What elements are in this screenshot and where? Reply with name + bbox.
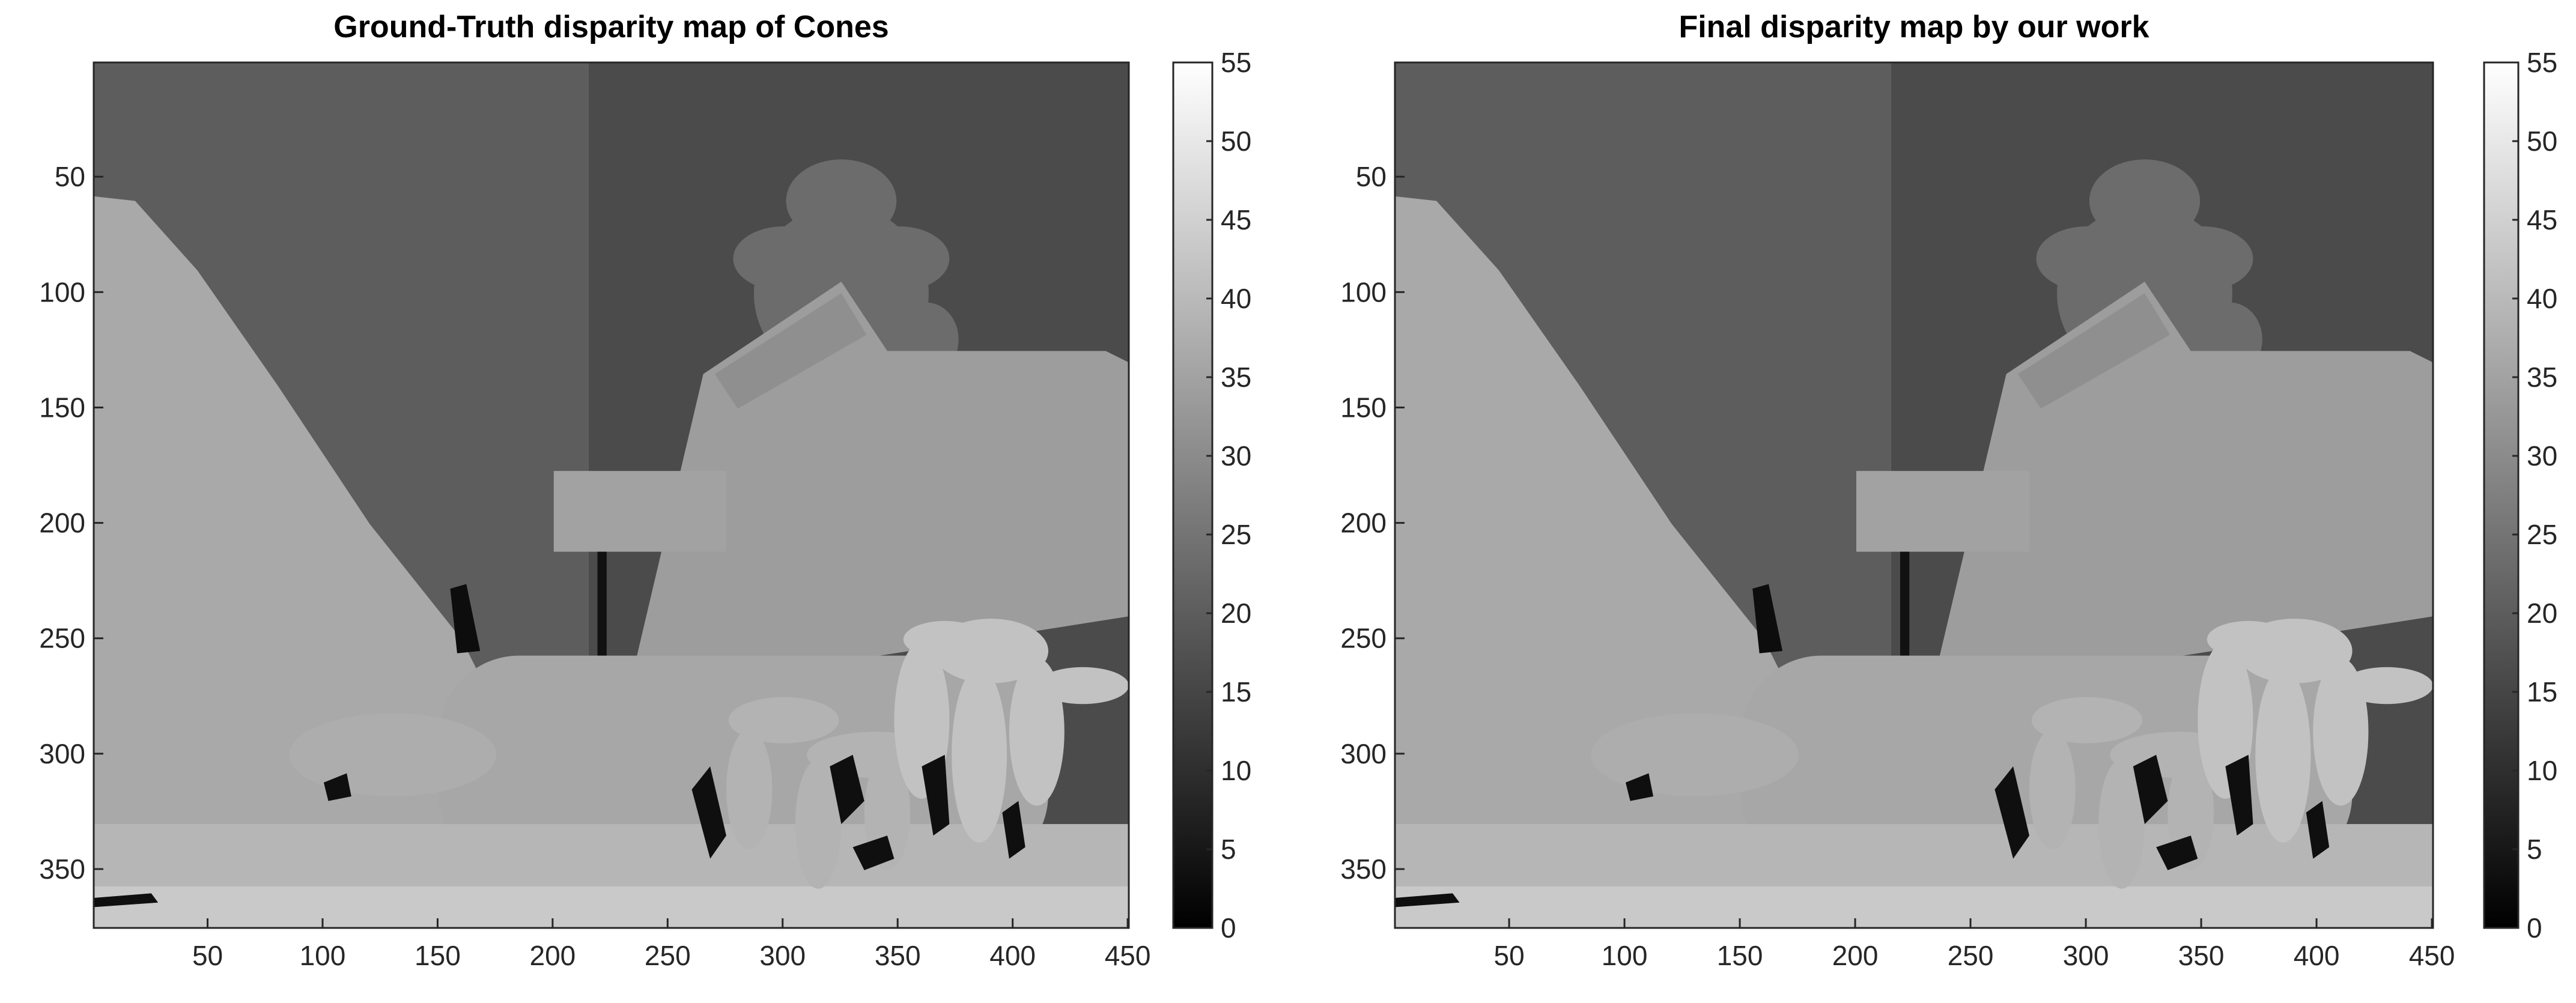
y-tick-label: 250 xyxy=(39,623,85,654)
colorbar-tick-label: 55 xyxy=(1221,47,1251,78)
colorbar xyxy=(1172,61,1214,929)
x-tick-label: 200 xyxy=(529,940,576,971)
colorbar-tick-label: 55 xyxy=(2527,47,2557,78)
colorbar-tick-label: 35 xyxy=(1221,362,1251,393)
x-tick-label: 250 xyxy=(1948,940,1994,971)
image-area xyxy=(1395,62,2433,928)
x-tick-label: 150 xyxy=(415,940,461,971)
colorbar-tick-label: 5 xyxy=(1221,834,1236,865)
x-tick-label: 400 xyxy=(2294,940,2340,971)
y-tick-label: 200 xyxy=(39,508,85,539)
colorbar-tick-label: 0 xyxy=(1221,912,1236,944)
x-tick-label: 450 xyxy=(1105,940,1151,971)
colorbar-tick-label: 15 xyxy=(2527,676,2557,708)
y-tick-label: 100 xyxy=(1340,276,1387,308)
y-tick-label: 150 xyxy=(39,392,85,423)
colorbar-tick-label: 20 xyxy=(1221,598,1251,629)
x-tick-label: 200 xyxy=(1832,940,1879,971)
y-tick-label: 350 xyxy=(39,853,85,885)
disparity-image xyxy=(94,62,1129,928)
x-tick-label: 50 xyxy=(192,940,223,971)
x-tick-label: 300 xyxy=(2063,940,2109,971)
colorbar-tick-label: 50 xyxy=(2527,126,2557,157)
chart-title: Ground-Truth disparity map of Cones xyxy=(333,10,889,44)
y-tick-label: 300 xyxy=(1340,738,1387,769)
colorbar-tick-label: 15 xyxy=(1221,676,1251,708)
colorbar-tick-label: 10 xyxy=(1221,755,1251,786)
y-tick-label: 150 xyxy=(1340,392,1387,423)
colorbar-tick-label: 20 xyxy=(2527,598,2557,629)
y-tick-label: 300 xyxy=(39,738,85,769)
colorbar-tick-label: 45 xyxy=(1221,204,1251,235)
colorbar-tick-label: 50 xyxy=(1221,126,1251,157)
chart-title: Final disparity map by our work xyxy=(1678,10,2149,44)
axes-frame xyxy=(1394,61,2434,929)
x-tick-label: 50 xyxy=(1493,940,1524,971)
y-tick-label: 250 xyxy=(1340,623,1387,654)
colorbar-tick-label: 35 xyxy=(2527,362,2557,393)
y-tick-label: 350 xyxy=(1340,853,1387,885)
colorbar-tick-label: 25 xyxy=(2527,519,2557,550)
colorbar-tick-label: 30 xyxy=(2527,440,2557,471)
x-tick-label: 350 xyxy=(875,940,921,971)
colorbar-tick-label: 25 xyxy=(1221,519,1251,550)
x-tick-label: 250 xyxy=(645,940,691,971)
y-tick-label: 100 xyxy=(39,276,85,308)
x-tick-label: 350 xyxy=(2178,940,2225,971)
x-tick-label: 400 xyxy=(989,940,1036,971)
image-area xyxy=(94,62,1129,928)
colorbar-tick-label: 30 xyxy=(1221,440,1251,471)
x-tick-label: 300 xyxy=(759,940,806,971)
colorbar-tick-label: 40 xyxy=(2527,283,2557,314)
colorbar-tick-label: 0 xyxy=(2527,912,2542,944)
y-tick-label: 50 xyxy=(55,161,85,192)
colorbar xyxy=(2483,61,2520,929)
axes-frame xyxy=(93,61,1130,929)
disparity-image xyxy=(1395,62,2433,928)
colorbar-tick-label: 45 xyxy=(2527,204,2557,235)
x-tick-label: 150 xyxy=(1717,940,1763,971)
colorbar-tick-label: 10 xyxy=(2527,755,2557,786)
x-tick-label: 450 xyxy=(2409,940,2455,971)
x-tick-label: 100 xyxy=(1602,940,1648,971)
x-tick-label: 100 xyxy=(300,940,346,971)
y-tick-label: 200 xyxy=(1340,508,1387,539)
colorbar-tick-label: 5 xyxy=(2527,834,2542,865)
y-tick-label: 50 xyxy=(1356,161,1387,192)
colorbar-tick-label: 40 xyxy=(1221,283,1251,314)
